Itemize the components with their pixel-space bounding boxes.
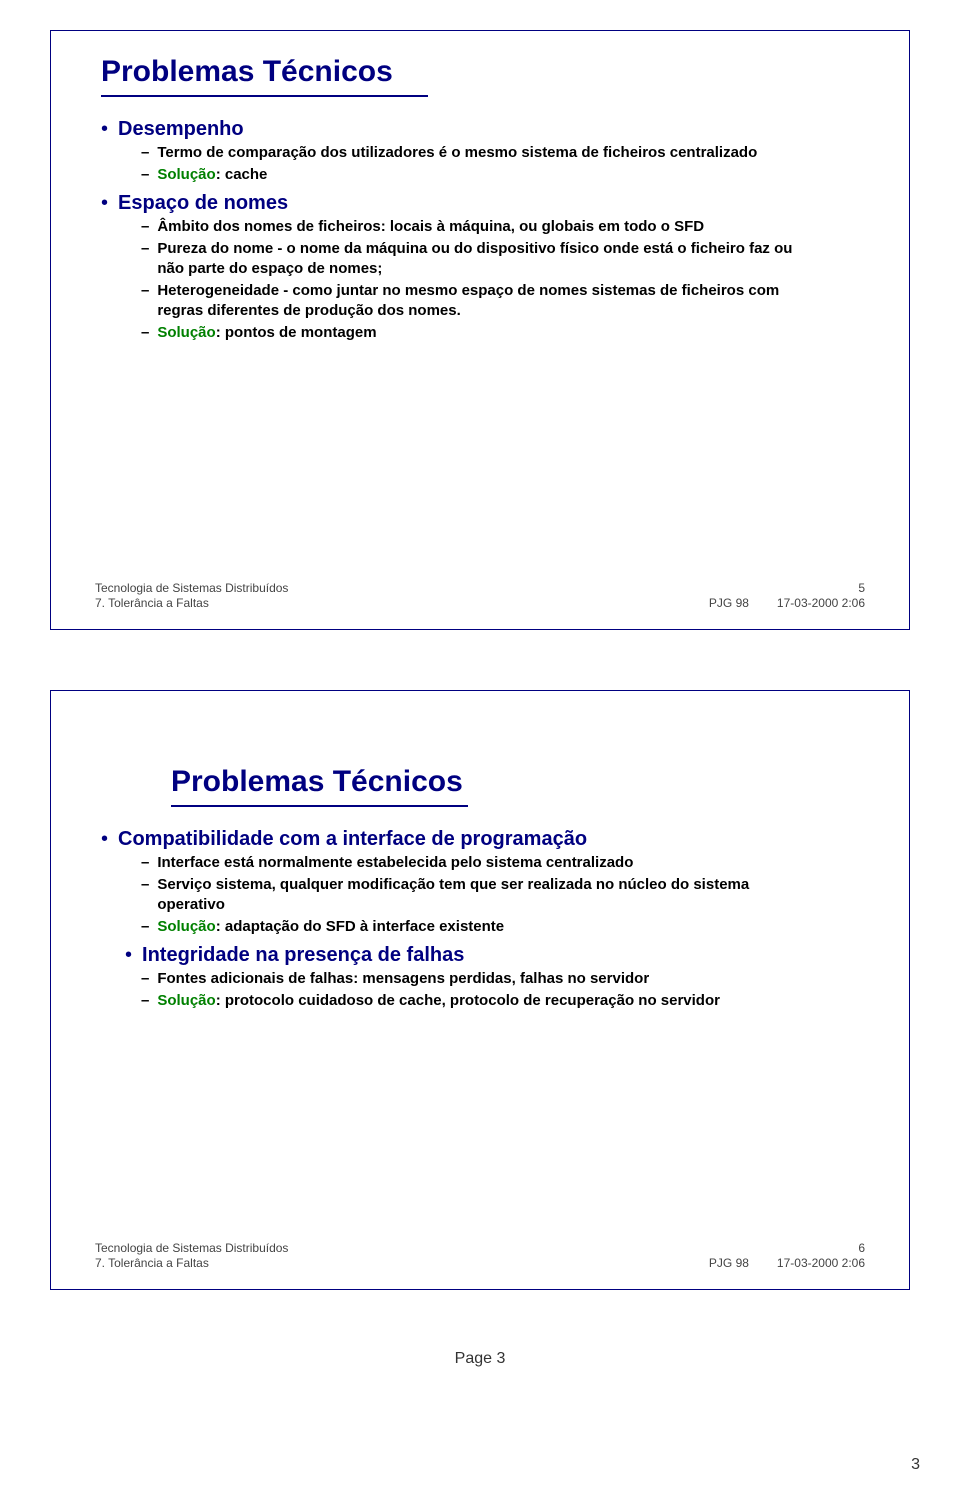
solution-text: : adaptação do SFD à interface existente — [216, 918, 504, 935]
solution-text: : pontos de montagem — [216, 324, 377, 341]
footer-code: PJG 98 — [709, 596, 749, 610]
slide: Problemas Técnicos • Compatibilidade com a… — [50, 690, 910, 1290]
slide-number: 5 — [709, 581, 865, 596]
bullet-text: Interface está normalmente estabelecida … — [157, 853, 633, 873]
bullet-text: Solução: protocolo cuidadoso de cache, p… — [157, 991, 720, 1011]
bullet-dot-icon: • — [101, 191, 108, 215]
solution-label: Solução — [157, 324, 215, 341]
bullet-level-2: –Âmbito dos nomes de ficheiros: locais à… — [141, 217, 869, 237]
bullet-dash-icon: – — [141, 875, 149, 895]
bullet-level-1: • Desempenho — [101, 117, 869, 141]
bullet-text: Heterogeneidade - como juntar no mesmo e… — [157, 281, 797, 321]
slide-body: •Desempenho–Termo de comparação dos util… — [91, 111, 869, 581]
slide-body: • Compatibilidade com a interface de prog… — [91, 821, 869, 1241]
bullet-level-2: –Pureza do nome - o nome da máquina ou d… — [141, 239, 869, 279]
slide-footer: Tecnologia de Sistemas Distribuídos7. To… — [91, 1241, 869, 1271]
bullet-dot-icon: • — [101, 827, 108, 851]
bullet-text: Fontes adicionais de falhas: mensagens p… — [157, 969, 649, 989]
bullet-dash-icon: – — [141, 165, 149, 185]
bullet-dash-icon: – — [141, 969, 149, 989]
bullet-dot-icon: • — [125, 943, 132, 967]
bullet-dash-icon: – — [141, 143, 149, 163]
bullet-dash-icon: – — [141, 991, 149, 1011]
footer-timestamp: 17-03-2000 2:06 — [777, 596, 865, 610]
bullet-level-1: • Compatibilidade com a interface de prog… — [101, 827, 869, 851]
bullet-level-2: –Serviço sistema, qualquer modificação t… — [141, 875, 869, 915]
footer-date: PJG 98 17-03-2000 2:06 — [709, 596, 865, 611]
solution-label: Solução — [157, 166, 215, 183]
page-number-corner: 3 — [911, 1456, 920, 1474]
slide-footer: Tecnologia de Sistemas Distribuídos7. To… — [91, 581, 869, 611]
bullet-dash-icon: – — [141, 853, 149, 873]
bullet-level-1: • Integridade na presença de falhas — [125, 943, 869, 967]
footer-chapter: 7. Tolerância a Faltas — [95, 596, 288, 611]
bullet-text: Espaço de nomes — [118, 191, 288, 215]
bullet-dash-icon: – — [141, 323, 149, 343]
slide-title: Problemas Técnicos — [101, 55, 869, 89]
bullet-text: Integridade na presença de falhas — [142, 943, 464, 967]
footer-chapter: 7. Tolerância a Faltas — [95, 1256, 288, 1271]
solution-text: : protocolo cuidadoso de cache, protocol… — [216, 992, 720, 1009]
bullet-level-2: –Termo de comparação dos utilizadores é … — [141, 143, 869, 163]
bullet-level-2: –Solução: adaptação do SFD à interface e… — [141, 917, 869, 937]
bullet-text: Serviço sistema, qualquer modificação te… — [157, 875, 797, 915]
bullet-level-1: • Espaço de nomes — [101, 191, 869, 215]
bullet-dash-icon: – — [141, 217, 149, 237]
bullet-dash-icon: – — [141, 917, 149, 937]
bullet-level-2: –Fontes adicionais de falhas: mensagens … — [141, 969, 869, 989]
slide-number: 6 — [709, 1241, 865, 1256]
bullet-level-2: –Solução: pontos de montagem — [141, 323, 869, 343]
solution-label: Solução — [157, 992, 215, 1009]
solution-text: : cache — [216, 166, 268, 183]
bullet-level-2: –Interface está normalmente estabelecida… — [141, 853, 869, 873]
bullet-text: Desempenho — [118, 117, 244, 141]
title-divider — [171, 805, 468, 807]
bullet-text: Pureza do nome - o nome da máquina ou do… — [157, 239, 797, 279]
footer-date: PJG 98 17-03-2000 2:06 — [709, 1256, 865, 1271]
slide-title: Problemas Técnicos — [171, 765, 869, 799]
bullet-text: Âmbito dos nomes de ficheiros: locais à … — [157, 217, 704, 237]
footer-course: Tecnologia de Sistemas Distribuídos — [95, 1241, 288, 1256]
footer-code: PJG 98 — [709, 1256, 749, 1270]
bullet-text: Termo de comparação dos utilizadores é o… — [157, 143, 757, 163]
bullet-text: Compatibilidade com a interface de progr… — [118, 827, 587, 851]
bullet-text: Solução: pontos de montagem — [157, 323, 376, 343]
bullet-dash-icon: – — [141, 239, 149, 259]
bullet-level-2: –Solução: cache — [141, 165, 869, 185]
slide: Problemas Técnicos•Desempenho–Termo de c… — [50, 30, 910, 630]
bullet-dash-icon: – — [141, 281, 149, 301]
bullet-level-2: –Solução: protocolo cuidadoso de cache, … — [141, 991, 869, 1011]
bullet-text: Solução: adaptação do SFD à interface ex… — [157, 917, 504, 937]
title-divider — [101, 95, 428, 97]
bullet-level-2: –Heterogeneidade - como juntar no mesmo … — [141, 281, 869, 321]
bullet-text: Solução: cache — [157, 165, 267, 185]
solution-label: Solução — [157, 918, 215, 935]
footer-timestamp: 17-03-2000 2:06 — [777, 1256, 865, 1270]
page-label: Page 3 — [50, 1350, 910, 1368]
bullet-dot-icon: • — [101, 117, 108, 141]
footer-course: Tecnologia de Sistemas Distribuídos — [95, 581, 288, 596]
